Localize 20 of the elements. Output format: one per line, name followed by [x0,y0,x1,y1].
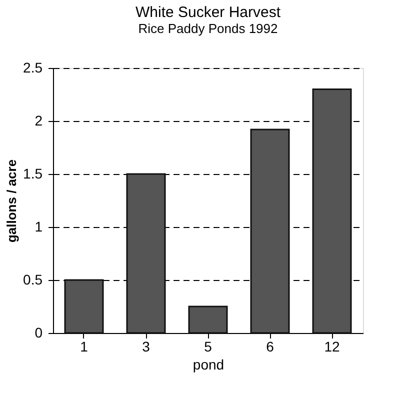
x-tick-label: 12 [324,338,340,354]
chart-subtitle: Rice Paddy Ponds 1992 [138,21,278,36]
bar [126,173,166,334]
x-tick-label: 1 [80,338,88,354]
y-tick-label: 1 [34,218,43,234]
bar [312,88,352,334]
y-tick-label: 1.5 [23,166,43,182]
y-axis-title: gallons / acre [4,159,20,243]
y-tick-label: 2.5 [23,60,43,76]
x-tick-label: 5 [204,338,212,354]
chart-title: White Sucker Harvest [135,4,282,21]
x-tick-label: 6 [266,338,274,354]
bar [188,306,228,334]
y-tick-label: 0.5 [23,272,43,288]
y-tick-label: 0 [34,324,43,340]
x-axis-title: pond [192,356,224,372]
y-tick-label: 2 [34,112,43,128]
bar [64,279,104,334]
x-tick-label: 3 [142,338,150,354]
bar [250,128,290,334]
